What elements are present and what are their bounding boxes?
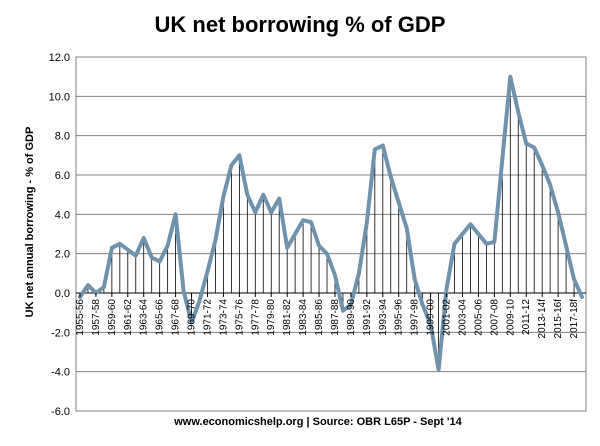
x-tick-label: 1963-64 xyxy=(139,299,150,336)
plot-area xyxy=(76,57,586,411)
x-tick-label: 1995-96 xyxy=(394,299,405,336)
y-tick-label: 4.0 xyxy=(55,209,70,221)
series-line xyxy=(78,74,584,372)
drop-lines xyxy=(79,76,583,370)
y-tick-label: 2.0 xyxy=(55,249,70,261)
x-tick-label: 2001-02 xyxy=(442,299,453,336)
y-tick-labels: -6.0 -4.0 -2.0 0.0 2.0 4.0 6.0 8.0 10.0 12.0 xyxy=(49,52,70,418)
y-tick-label: 12.0 xyxy=(49,52,70,64)
y-tick-label: -6.0 xyxy=(51,406,70,418)
plot-frame xyxy=(75,56,587,412)
x-tick-label: 1983-84 xyxy=(298,299,309,336)
x-tick-label: 1973-74 xyxy=(218,299,229,336)
x-tick-label: 1955-56 xyxy=(75,299,86,336)
x-tick-label: 1979-80 xyxy=(266,299,277,336)
y-tick-label: 8.0 xyxy=(55,131,70,143)
y-axis-label: UK net annual borrowing - % of GDP xyxy=(24,127,36,318)
x-tick-label: 2013-14f xyxy=(537,299,548,339)
x-tick-label: 1993-94 xyxy=(378,299,389,336)
x-tick-label: 2007-08 xyxy=(489,299,500,336)
x-tick-label: 2017-18f xyxy=(569,299,580,339)
x-tick-label: 1975-76 xyxy=(234,299,245,336)
x-tick-label: 1987-88 xyxy=(330,299,341,336)
x-tick-label: 1999-00 xyxy=(426,299,437,336)
x-tick-label: 1985-86 xyxy=(314,299,325,336)
x-tick-label: 2005-06 xyxy=(473,299,484,336)
y-tick-label: -2.0 xyxy=(51,327,70,339)
x-tick-labels: 1955-56 1957-58 1959-60 1961-62 1963-64 1965-… xyxy=(75,293,580,338)
source-note: www.economicshelp.org | Source: OBR L65P… xyxy=(173,416,462,428)
x-tick-label: 2009-10 xyxy=(505,299,516,336)
x-tick-label: 2015-16f xyxy=(553,299,564,339)
x-tick-label: 1961-62 xyxy=(123,299,134,336)
x-tick-label: 1969-70 xyxy=(187,299,198,336)
y-tick-label: 6.0 xyxy=(55,170,70,182)
x-tick-label: 1997-98 xyxy=(410,299,421,336)
x-tick-label: 1959-60 xyxy=(107,299,118,336)
x-tick-label: 1971-72 xyxy=(202,299,213,336)
x-tick-label: 2011-12 xyxy=(521,299,532,335)
y-tick-label: -4.0 xyxy=(51,367,70,379)
x-tick-label: 1957-58 xyxy=(91,299,102,336)
x-tick-label: 1967-68 xyxy=(171,299,182,336)
x-tick-label: 1991-92 xyxy=(362,299,373,336)
x-tick-label: 1981-82 xyxy=(282,299,293,336)
x-tick-label: 1977-78 xyxy=(250,299,261,336)
x-tick-label: 1965-66 xyxy=(155,299,166,336)
x-tick-label: 2003-04 xyxy=(457,299,468,336)
series-group xyxy=(78,74,584,372)
y-tick-label: 0.0 xyxy=(55,288,70,300)
y-tick-label: 10.0 xyxy=(49,91,70,103)
chart-title: UK net borrowing % of GDP xyxy=(155,12,446,37)
x-tick-label: 1989-90 xyxy=(346,299,357,336)
